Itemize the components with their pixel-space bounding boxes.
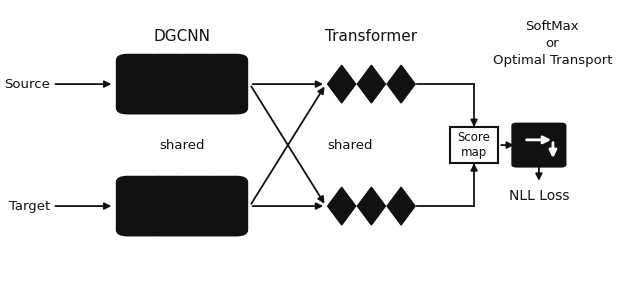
FancyBboxPatch shape — [201, 54, 248, 115]
Text: shared: shared — [327, 139, 373, 152]
FancyBboxPatch shape — [145, 54, 191, 115]
Polygon shape — [328, 187, 356, 225]
Text: SoftMax
or
Optimal Transport: SoftMax or Optimal Transport — [493, 20, 612, 67]
Text: Score
map: Score map — [457, 131, 491, 159]
FancyBboxPatch shape — [145, 176, 191, 237]
FancyBboxPatch shape — [116, 54, 163, 115]
Polygon shape — [387, 187, 415, 225]
Polygon shape — [357, 187, 386, 225]
FancyBboxPatch shape — [201, 176, 248, 237]
FancyBboxPatch shape — [116, 176, 163, 237]
FancyBboxPatch shape — [450, 127, 498, 163]
FancyBboxPatch shape — [173, 54, 219, 115]
Text: Target: Target — [9, 200, 50, 213]
Polygon shape — [328, 65, 356, 103]
FancyBboxPatch shape — [173, 176, 219, 237]
Polygon shape — [357, 65, 386, 103]
Text: Source: Source — [4, 78, 50, 91]
Text: DGCNN: DGCNN — [153, 29, 211, 44]
Polygon shape — [387, 65, 415, 103]
Text: Transformer: Transformer — [325, 29, 417, 44]
Text: NLL Loss: NLL Loss — [509, 189, 569, 203]
FancyBboxPatch shape — [511, 123, 567, 168]
Text: shared: shared — [159, 139, 205, 152]
